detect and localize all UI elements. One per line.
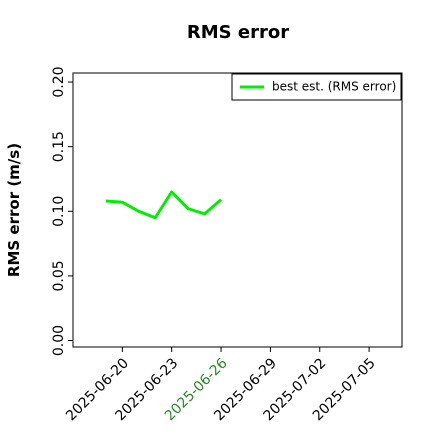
y-tick-label: 0.10 — [51, 196, 67, 227]
y-tick-label: 0.15 — [51, 131, 67, 162]
legend-label: best est. (RMS error) — [272, 80, 396, 94]
y-axis-label: RMS error (m/s) — [5, 143, 23, 277]
y-tick-label: 0.20 — [51, 66, 67, 97]
data-line — [105, 190, 223, 220]
y-tick-label: 0.05 — [51, 260, 67, 291]
y-tick-label: 0.00 — [51, 325, 67, 356]
plot-frame — [72, 72, 403, 348]
chart-title: RMS error — [187, 22, 289, 43]
